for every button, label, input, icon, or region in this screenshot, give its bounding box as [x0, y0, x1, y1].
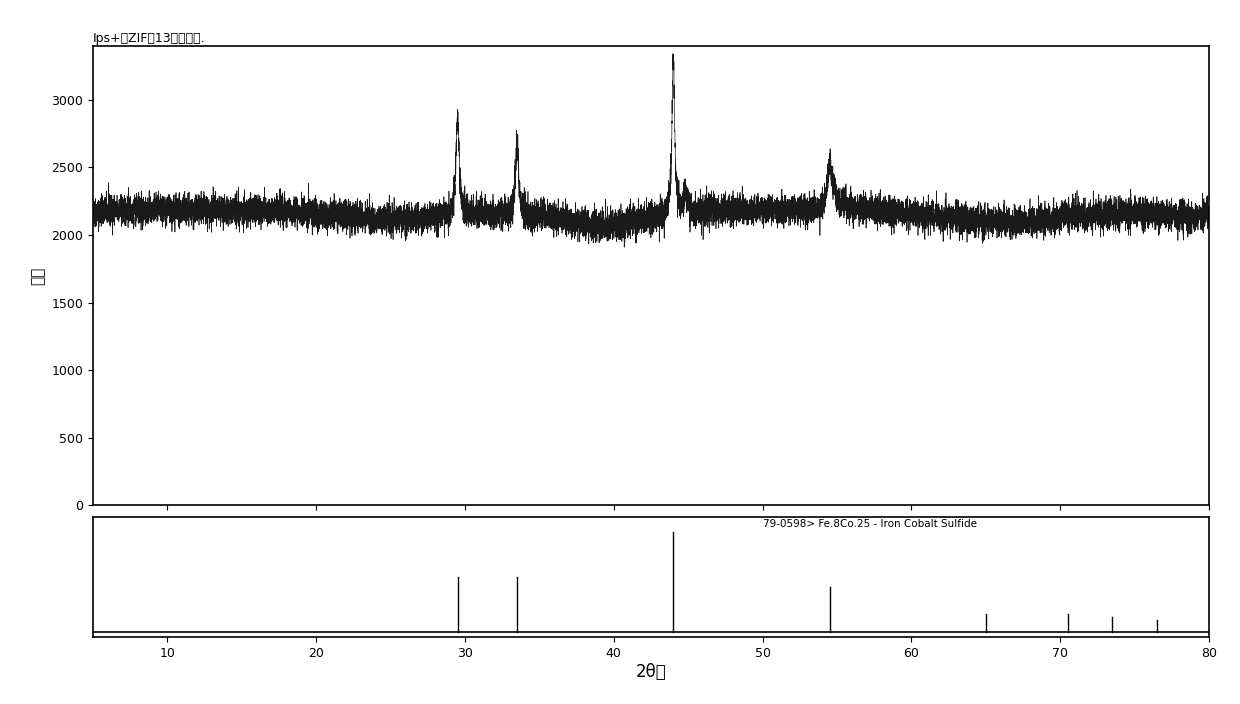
Text: Ips+双ZIF（13）已参全.: Ips+双ZIF（13）已参全.	[93, 32, 206, 44]
Text: 79-0598> Fe.8Co.25 - Iron Cobalt Sulfide: 79-0598> Fe.8Co.25 - Iron Cobalt Sulfide	[763, 519, 977, 529]
X-axis label: 2θ角: 2θ角	[636, 662, 666, 681]
Y-axis label: 强度: 强度	[31, 266, 46, 284]
